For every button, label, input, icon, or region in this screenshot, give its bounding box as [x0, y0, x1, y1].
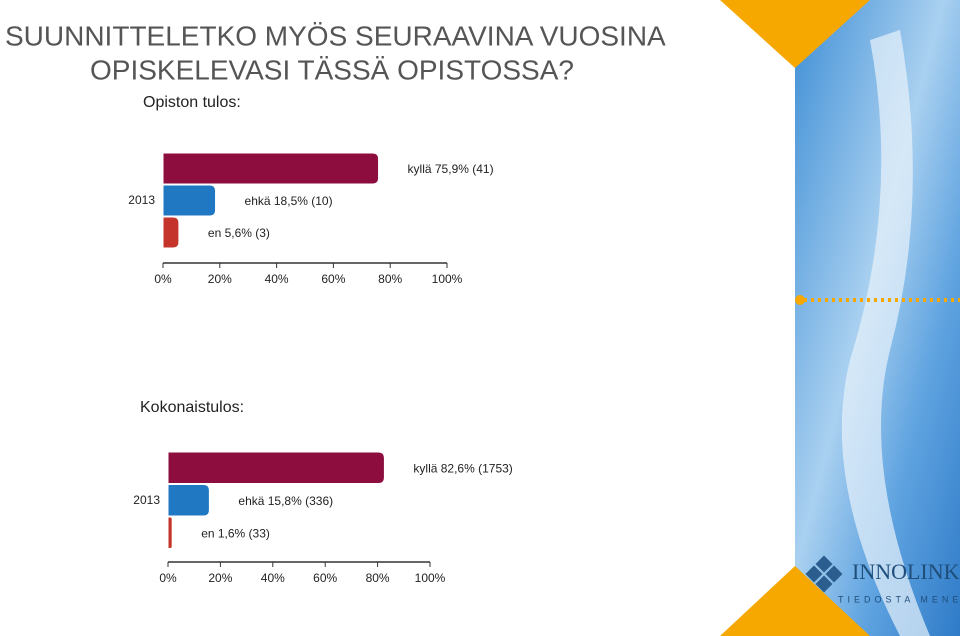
x-tick-label: 40% [265, 272, 289, 286]
cloud [841, 30, 930, 636]
corner-shape [720, 0, 870, 68]
corner-shape [720, 566, 870, 636]
bar [167, 484, 210, 517]
x-tick-label: 20% [208, 272, 232, 286]
x-tick-label: 100% [415, 571, 446, 585]
bar [162, 184, 217, 217]
x-tick-label: 20% [208, 571, 232, 585]
data-label: ehkä 15,8% (336) [238, 494, 333, 508]
x-tick-label: 60% [321, 272, 345, 286]
x-tick-label: 0% [159, 571, 177, 585]
data-label: en 5,6% (3) [208, 226, 270, 240]
x-tick-label: 80% [366, 571, 390, 585]
x-tick-label: 60% [313, 571, 337, 585]
data-label: kyllä 82,6% (1753) [413, 461, 512, 475]
data-label: en 1,6% (33) [201, 526, 270, 540]
y-tick-label: 2013 [133, 493, 160, 507]
x-tick-label: 100% [432, 272, 463, 286]
data-label: kyllä 75,9% (41) [408, 162, 494, 176]
y-tick-label: 2013 [128, 193, 155, 207]
chart-title: Kokonaistulos: [140, 399, 244, 416]
bar [167, 516, 173, 549]
bar [167, 451, 385, 484]
x-tick-label: 80% [378, 272, 402, 286]
bar [162, 152, 380, 185]
data-label: ehkä 18,5% (10) [245, 194, 333, 208]
x-tick-label: 40% [261, 571, 285, 585]
tagline: Tiedosta Menestys [838, 594, 960, 604]
dot [795, 295, 805, 305]
slide-title: OPISKELEVASI TÄSSÄ OPISTOSSA? [90, 54, 574, 85]
slide-title: SUUNNITTELETKO MYÖS SEURAAVINA VUOSINA [5, 20, 666, 51]
chart-title: Opiston tulos: [143, 94, 241, 111]
logo-mark [805, 555, 843, 593]
logo: INNOLINK [852, 559, 960, 584]
x-tick-label: 0% [154, 272, 172, 286]
bar [162, 216, 180, 249]
